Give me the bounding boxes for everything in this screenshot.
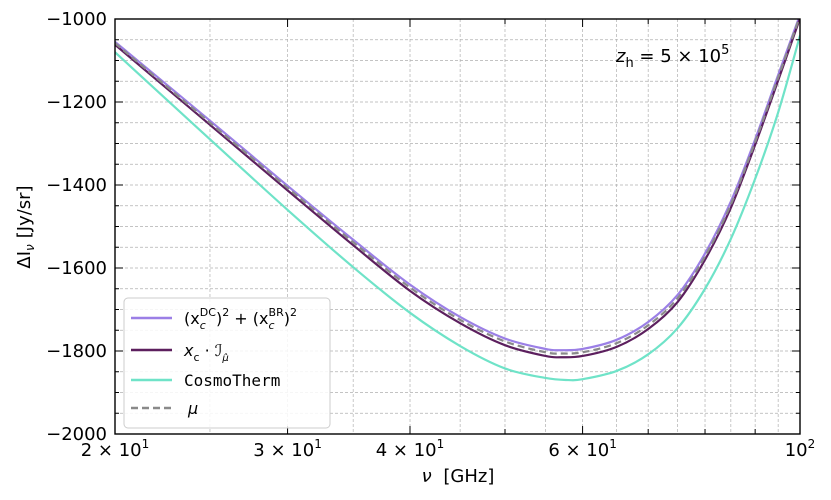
y-tick-label: −2000 (46, 424, 107, 445)
series-cosmotherm (115, 35, 800, 382)
series-mu (115, 19, 800, 355)
y-tick-label: −1800 (46, 341, 107, 362)
y-tick-label: −1400 (46, 175, 107, 196)
x-tick-label: 3 × 101 (253, 437, 322, 461)
x-axis-unit: [GHz] (443, 466, 494, 487)
x-axis-label: ν [GHz] (422, 466, 495, 487)
annotation-eq: = 5 × 10 (634, 46, 721, 67)
legend-label-cosmotherm: CosmoTherm (184, 371, 280, 390)
y-axis-symbol: ΔI (14, 251, 35, 269)
grid (114, 18, 801, 435)
y-tick-label: −1000 (46, 9, 107, 30)
x-tick-label: 2 × 101 (81, 437, 150, 461)
y-tick-label: −1200 (46, 92, 107, 113)
y-axis-label: ΔIν [Jy/sr] (14, 185, 37, 268)
legend-label-dc-br: (xcDC)2 + (xcBR)2 (184, 306, 297, 332)
y-axis-unit: [Jy/sr] (14, 185, 35, 238)
legend-box (123, 297, 331, 429)
series-xc-imu (115, 19, 800, 359)
x-tick-label: 4 × 101 (376, 437, 445, 461)
x-tick-label: 6 × 101 (548, 437, 617, 461)
annotation-exp: 5 (721, 43, 729, 58)
legend-label-mu: μ (187, 399, 198, 418)
series-layer (115, 19, 800, 382)
redshift-annotation: zh = 5 × 105 (615, 43, 729, 71)
x-axis-symbol: ν (422, 466, 432, 487)
annotation-z-sub: h (625, 56, 633, 71)
tick-labels: 2 × 101 3 × 101 4 × 101 6 × 101 102 −1000 −120… (46, 9, 815, 461)
legend-label-xc-imu: xc · ℐμ̂ (183, 341, 229, 364)
y-tick-label: −1600 (46, 258, 107, 279)
annotation-z: z (615, 46, 626, 67)
y-axis-subscript: ν (23, 244, 37, 251)
legend: (xcDC)2 + (xcBR)2 xc · ℐμ̂ CosmoTherm μ (123, 297, 331, 429)
ticks (114, 18, 801, 435)
x-tick-label: 102 (785, 437, 816, 461)
